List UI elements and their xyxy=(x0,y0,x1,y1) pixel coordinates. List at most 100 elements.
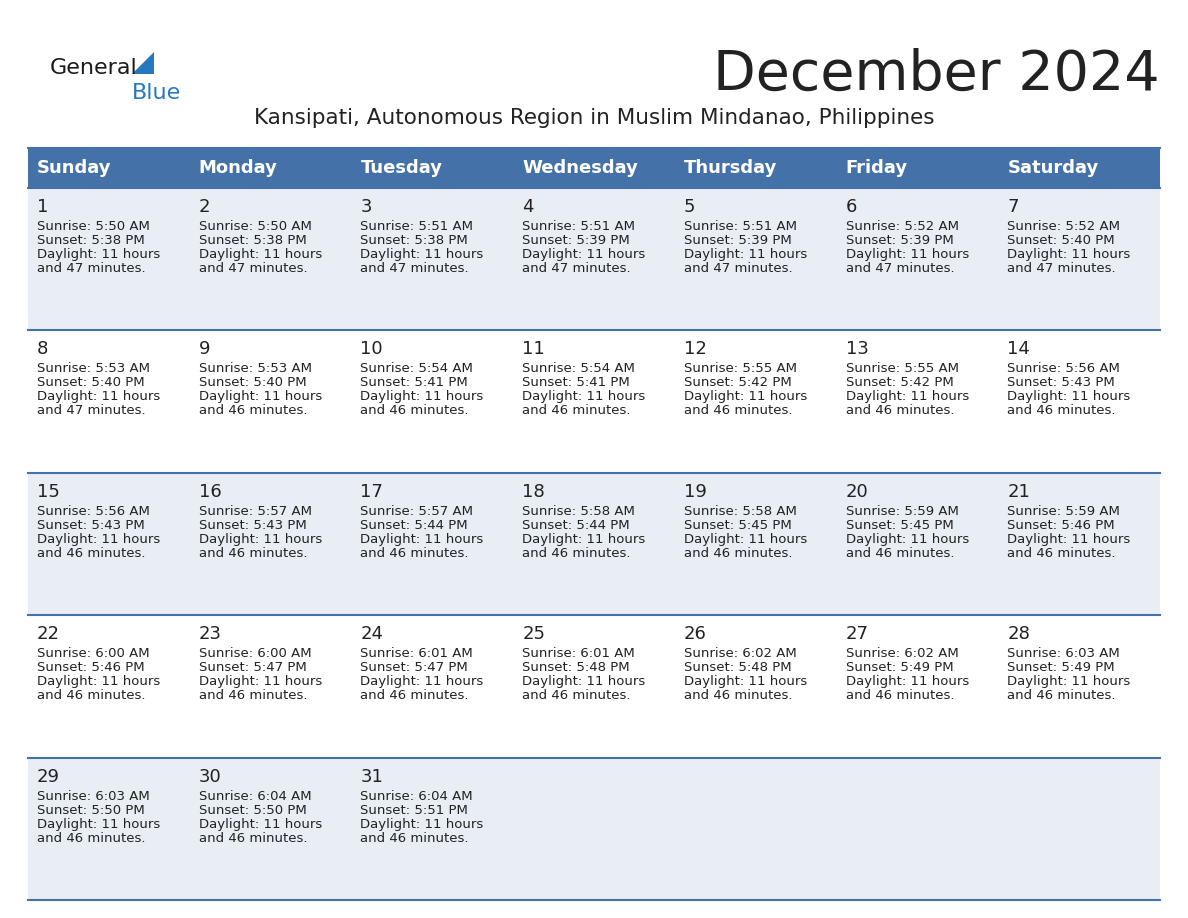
Text: 15: 15 xyxy=(37,483,59,501)
Text: Sunset: 5:44 PM: Sunset: 5:44 PM xyxy=(360,519,468,532)
Text: and 46 minutes.: and 46 minutes. xyxy=(846,405,954,418)
Bar xyxy=(513,148,675,188)
Text: Sunrise: 5:57 AM: Sunrise: 5:57 AM xyxy=(360,505,474,518)
Text: 9: 9 xyxy=(198,341,210,358)
Text: Sunset: 5:40 PM: Sunset: 5:40 PM xyxy=(198,376,307,389)
Bar xyxy=(29,330,190,473)
Bar xyxy=(513,615,675,757)
Bar xyxy=(675,188,836,330)
Text: Saturday: Saturday xyxy=(1007,159,1099,177)
Text: 14: 14 xyxy=(1007,341,1030,358)
Text: Sunrise: 5:53 AM: Sunrise: 5:53 AM xyxy=(37,363,150,375)
Bar xyxy=(675,757,836,900)
Text: 8: 8 xyxy=(37,341,49,358)
Text: Sunset: 5:38 PM: Sunset: 5:38 PM xyxy=(198,234,307,247)
Text: Sunrise: 5:51 AM: Sunrise: 5:51 AM xyxy=(360,220,474,233)
Text: Sunset: 5:39 PM: Sunset: 5:39 PM xyxy=(846,234,953,247)
Text: Sunrise: 6:00 AM: Sunrise: 6:00 AM xyxy=(37,647,150,660)
Text: Sunset: 5:38 PM: Sunset: 5:38 PM xyxy=(37,234,145,247)
Text: and 47 minutes.: and 47 minutes. xyxy=(846,262,954,275)
Text: and 46 minutes.: and 46 minutes. xyxy=(198,689,308,702)
Text: 6: 6 xyxy=(846,198,857,216)
Bar xyxy=(998,188,1159,330)
Text: and 46 minutes.: and 46 minutes. xyxy=(846,689,954,702)
Text: Sunrise: 5:54 AM: Sunrise: 5:54 AM xyxy=(360,363,473,375)
Text: 30: 30 xyxy=(198,767,221,786)
Bar xyxy=(836,188,998,330)
Text: Daylight: 11 hours: Daylight: 11 hours xyxy=(37,532,160,546)
Text: Sunrise: 5:54 AM: Sunrise: 5:54 AM xyxy=(523,363,636,375)
Text: Daylight: 11 hours: Daylight: 11 hours xyxy=(198,248,322,261)
Text: and 46 minutes.: and 46 minutes. xyxy=(198,832,308,845)
Text: Sunset: 5:49 PM: Sunset: 5:49 PM xyxy=(846,661,953,674)
Text: 29: 29 xyxy=(37,767,61,786)
Text: and 46 minutes.: and 46 minutes. xyxy=(37,547,145,560)
Text: Sunrise: 5:59 AM: Sunrise: 5:59 AM xyxy=(846,505,959,518)
Text: and 46 minutes.: and 46 minutes. xyxy=(523,405,631,418)
Text: and 47 minutes.: and 47 minutes. xyxy=(37,262,146,275)
Text: Sunrise: 5:56 AM: Sunrise: 5:56 AM xyxy=(1007,363,1120,375)
Text: 23: 23 xyxy=(198,625,222,644)
Bar xyxy=(675,473,836,615)
Text: Sunset: 5:46 PM: Sunset: 5:46 PM xyxy=(1007,519,1114,532)
Text: Sunset: 5:51 PM: Sunset: 5:51 PM xyxy=(360,803,468,817)
Text: Sunrise: 6:03 AM: Sunrise: 6:03 AM xyxy=(37,789,150,802)
Text: Sunset: 5:45 PM: Sunset: 5:45 PM xyxy=(684,519,791,532)
Text: Daylight: 11 hours: Daylight: 11 hours xyxy=(360,818,484,831)
Text: Daylight: 11 hours: Daylight: 11 hours xyxy=(37,818,160,831)
Bar xyxy=(675,330,836,473)
Text: Daylight: 11 hours: Daylight: 11 hours xyxy=(1007,532,1131,546)
Text: Daylight: 11 hours: Daylight: 11 hours xyxy=(523,390,645,403)
Text: Sunrise: 6:01 AM: Sunrise: 6:01 AM xyxy=(523,647,634,660)
Text: 26: 26 xyxy=(684,625,707,644)
Text: and 47 minutes.: and 47 minutes. xyxy=(198,262,308,275)
Bar xyxy=(998,473,1159,615)
Text: and 47 minutes.: and 47 minutes. xyxy=(684,262,792,275)
Text: and 47 minutes.: and 47 minutes. xyxy=(360,262,469,275)
Text: Daylight: 11 hours: Daylight: 11 hours xyxy=(37,248,160,261)
Text: and 46 minutes.: and 46 minutes. xyxy=(684,547,792,560)
Text: Sunrise: 6:04 AM: Sunrise: 6:04 AM xyxy=(360,789,473,802)
Text: and 46 minutes.: and 46 minutes. xyxy=(198,405,308,418)
Text: and 46 minutes.: and 46 minutes. xyxy=(846,547,954,560)
Text: 18: 18 xyxy=(523,483,545,501)
Text: and 46 minutes.: and 46 minutes. xyxy=(1007,405,1116,418)
Text: 27: 27 xyxy=(846,625,868,644)
Text: Sunset: 5:42 PM: Sunset: 5:42 PM xyxy=(684,376,791,389)
Text: Sunrise: 6:01 AM: Sunrise: 6:01 AM xyxy=(360,647,473,660)
Bar xyxy=(352,188,513,330)
Text: Daylight: 11 hours: Daylight: 11 hours xyxy=(198,532,322,546)
Text: Daylight: 11 hours: Daylight: 11 hours xyxy=(198,676,322,688)
Text: Daylight: 11 hours: Daylight: 11 hours xyxy=(684,390,807,403)
Text: Sunset: 5:44 PM: Sunset: 5:44 PM xyxy=(523,519,630,532)
Polygon shape xyxy=(132,52,154,74)
Text: 12: 12 xyxy=(684,341,707,358)
Bar xyxy=(352,757,513,900)
Text: Sunset: 5:40 PM: Sunset: 5:40 PM xyxy=(1007,234,1114,247)
Text: 11: 11 xyxy=(523,341,545,358)
Text: Sunrise: 5:51 AM: Sunrise: 5:51 AM xyxy=(523,220,636,233)
Bar xyxy=(836,473,998,615)
Bar xyxy=(513,473,675,615)
Text: and 46 minutes.: and 46 minutes. xyxy=(684,405,792,418)
Text: Daylight: 11 hours: Daylight: 11 hours xyxy=(37,676,160,688)
Text: Sunrise: 5:52 AM: Sunrise: 5:52 AM xyxy=(1007,220,1120,233)
Text: 31: 31 xyxy=(360,767,384,786)
Text: Daylight: 11 hours: Daylight: 11 hours xyxy=(846,248,969,261)
Text: 1: 1 xyxy=(37,198,49,216)
Text: Sunset: 5:43 PM: Sunset: 5:43 PM xyxy=(198,519,307,532)
Text: Daylight: 11 hours: Daylight: 11 hours xyxy=(684,676,807,688)
Text: Thursday: Thursday xyxy=(684,159,777,177)
Text: Sunset: 5:50 PM: Sunset: 5:50 PM xyxy=(198,803,307,817)
Text: 21: 21 xyxy=(1007,483,1030,501)
Text: 3: 3 xyxy=(360,198,372,216)
Bar xyxy=(675,615,836,757)
Bar xyxy=(998,148,1159,188)
Text: Daylight: 11 hours: Daylight: 11 hours xyxy=(37,390,160,403)
Bar xyxy=(190,473,352,615)
Text: Sunrise: 6:02 AM: Sunrise: 6:02 AM xyxy=(684,647,797,660)
Text: 19: 19 xyxy=(684,483,707,501)
Bar xyxy=(998,757,1159,900)
Text: Sunset: 5:42 PM: Sunset: 5:42 PM xyxy=(846,376,953,389)
Bar xyxy=(513,188,675,330)
